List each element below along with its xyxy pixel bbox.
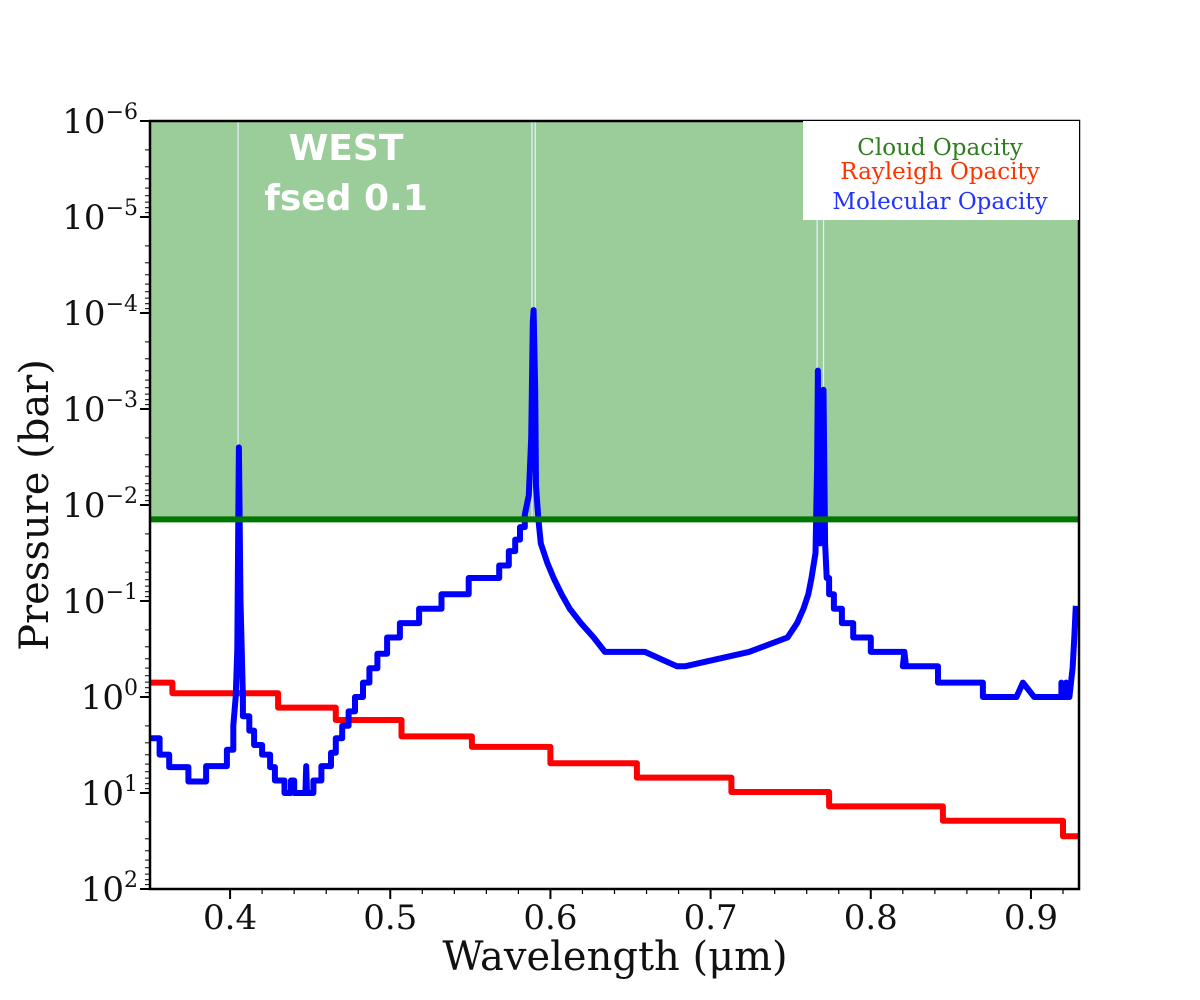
y-tick-label: 10−4 (62, 292, 138, 334)
y-tick-label: 100 (81, 676, 138, 718)
series-rayleigh-opacity (150, 679, 1079, 840)
legend-molecular-opacity: Molecular Opacity (832, 189, 1047, 215)
annotation-line-1: WEST (289, 128, 404, 169)
x-tick-label: 0.7 (684, 898, 738, 938)
y-tick-label: 10−1 (62, 580, 138, 622)
x-axis-title: Wavelength (μm) (442, 934, 787, 980)
series-molecular-opacity (150, 307, 1079, 796)
annotation-line-2: fsed 0.1 (264, 178, 428, 219)
x-tick-label: 0.4 (203, 898, 257, 938)
series-layer (150, 307, 1079, 840)
y-tick-label: 10−6 (62, 100, 138, 142)
legend-rayleigh-opacity: Rayleigh Opacity (840, 159, 1040, 185)
x-tick-label: 0.8 (844, 898, 898, 938)
y-tick-labels: 10−6 10−5 10−4 10−3 10−2 10−1 100 101 102 (62, 100, 138, 910)
legend: Cloud Opacity Rayleigh Opacity Molecular… (803, 121, 1079, 220)
y-axis-title: Pressure (bar) (12, 359, 58, 651)
x-tick-labels: 0.4 0.5 0.6 0.7 0.8 0.9 (203, 898, 1058, 938)
plot-frame (148, 119, 1081, 891)
y-tick-label: 10−2 (62, 484, 138, 526)
x-tick-label: 0.5 (363, 898, 417, 938)
y-tick-label: 10−3 (62, 388, 138, 430)
legend-box (803, 121, 1079, 220)
y-tick-label: 102 (81, 868, 138, 910)
axis-ticks (140, 120, 1064, 899)
y-tick-label: 101 (81, 772, 138, 814)
y-tick-label: 10−5 (62, 196, 138, 238)
x-tick-label: 0.6 (523, 898, 577, 938)
x-tick-label: 0.9 (1004, 898, 1058, 938)
legend-cloud-opacity: Cloud Opacity (857, 135, 1022, 161)
